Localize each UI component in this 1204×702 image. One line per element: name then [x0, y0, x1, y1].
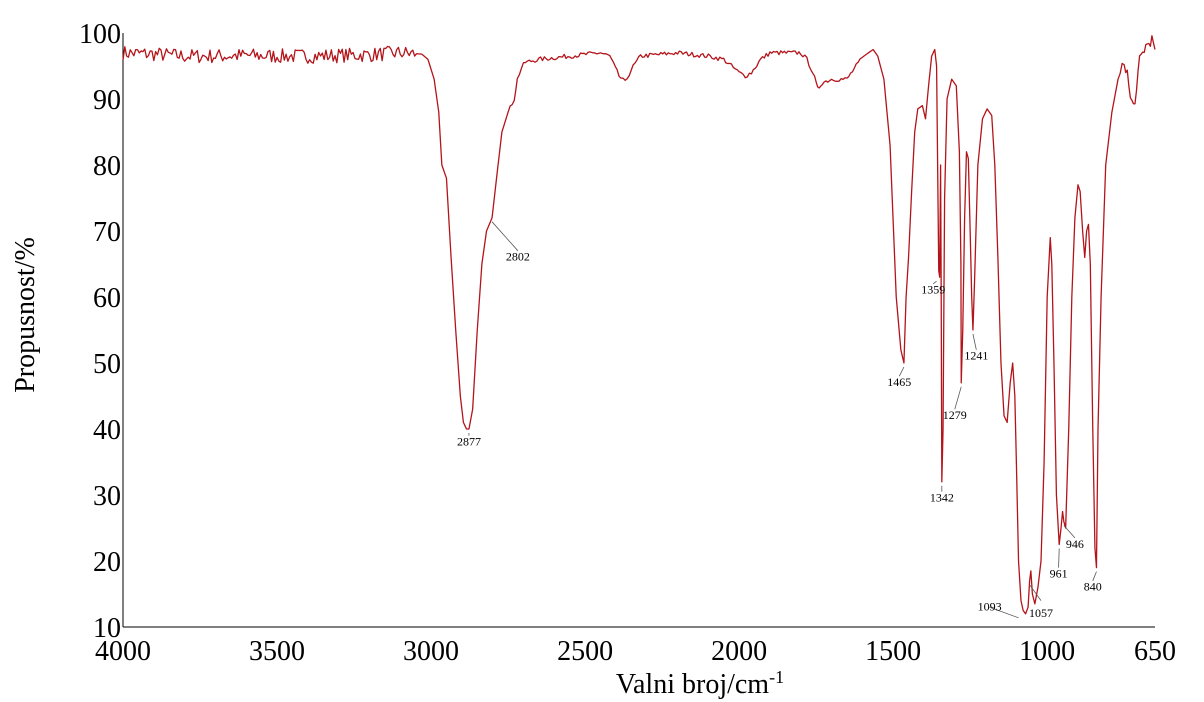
peak-leader-line — [1092, 571, 1097, 581]
peak-label: 1359 — [921, 283, 945, 297]
peak-label: 2877 — [457, 435, 481, 449]
axes — [122, 33, 1155, 628]
peak-label: 1241 — [964, 349, 988, 363]
peak-leader-line — [972, 333, 977, 350]
y-tick-label: 50 — [93, 349, 121, 380]
x-tick-label: 3500 — [249, 636, 305, 667]
y-tick-label: 40 — [93, 415, 121, 446]
peak-label: 961 — [1050, 567, 1068, 581]
y-tick-label: 100 — [79, 19, 121, 50]
x-tick-label: 3000 — [403, 636, 459, 667]
x-tick-label: 1000 — [1019, 636, 1075, 667]
peak-leader-line — [1029, 584, 1042, 601]
peak-label: 1093 — [978, 600, 1002, 614]
x-tick-labels: 4000 3500 3000 2500 2000 1500 1000 650 — [95, 636, 1176, 667]
peak-leader-line — [989, 606, 1019, 619]
y-tick-labels: 10 20 30 40 50 60 70 80 90 100 — [79, 19, 121, 644]
peak-label: 2802 — [506, 250, 530, 264]
peak-annotations: 2877 2802 1465 1359 1342 1279 1241 1093 1057 961 9… — [457, 221, 1102, 620]
peak-label: 1057 — [1029, 606, 1053, 620]
x-axis-title-text: Valni broj/cm — [616, 669, 769, 700]
peak-leader-line — [954, 386, 962, 410]
peak-label: 1342 — [930, 491, 954, 505]
y-tick-label: 90 — [93, 85, 121, 116]
x-axis-title: Valni broj/cm-1 — [616, 667, 784, 700]
peak-leader-line — [491, 221, 519, 252]
peak-leader-line — [1058, 548, 1060, 568]
y-tick-label: 10 — [93, 613, 121, 644]
x-axis-title-superscript: -1 — [769, 667, 784, 687]
y-tick-label: 60 — [93, 283, 121, 314]
x-tick-label: 4000 — [95, 636, 151, 667]
peak-label: 946 — [1066, 537, 1084, 551]
y-tick-label: 30 — [93, 481, 121, 512]
y-tick-label: 80 — [93, 151, 121, 182]
peak-label: 1279 — [943, 408, 967, 422]
spectrum-line — [122, 35, 1156, 615]
peak-leader-line — [898, 366, 905, 377]
peak-label: 840 — [1084, 580, 1102, 594]
x-tick-label: 1500 — [865, 636, 921, 667]
y-tick-label: 20 — [93, 547, 121, 578]
y-tick-label: 70 — [93, 217, 121, 248]
x-tick-label: 650 — [1134, 636, 1176, 667]
peak-leader-line — [1063, 525, 1076, 539]
x-tick-label: 2000 — [711, 636, 767, 667]
y-axis-title: Propusnost/% — [10, 237, 41, 393]
peak-leader-line — [932, 280, 937, 285]
x-tick-label: 2500 — [557, 636, 613, 667]
peak-label: 1465 — [887, 375, 911, 389]
